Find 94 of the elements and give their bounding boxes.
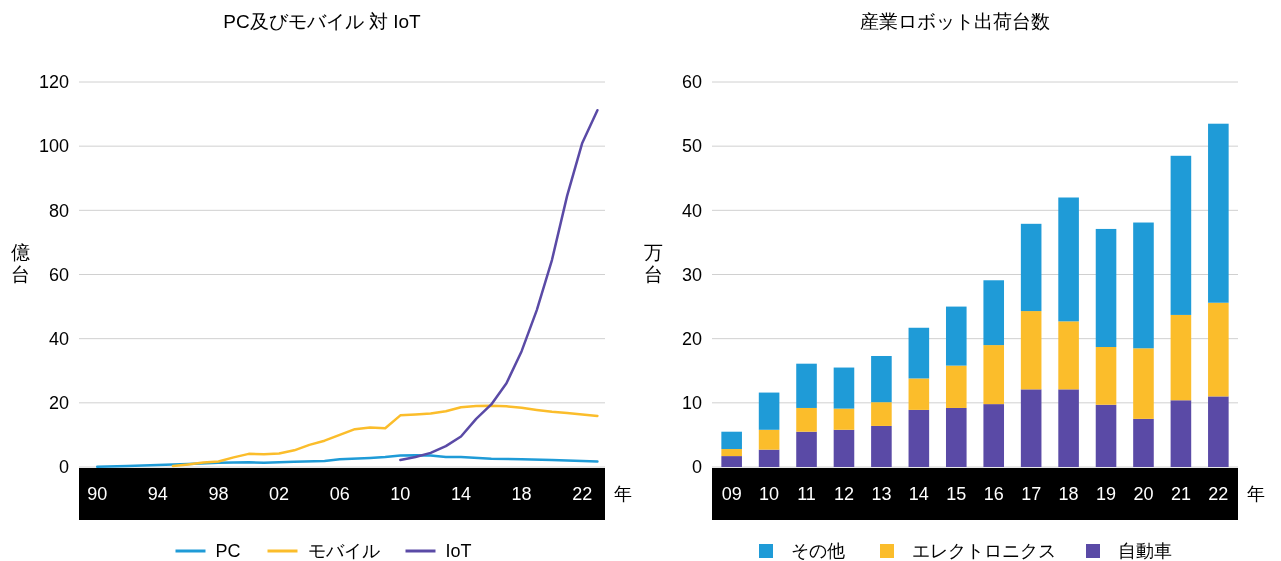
- line-series: [399, 108, 599, 462]
- bar: [758, 449, 780, 467]
- legend-label: その他: [791, 541, 845, 561]
- x-tick-label: 06: [329, 484, 350, 505]
- x-tick-label: 10: [759, 484, 780, 505]
- bar: [983, 345, 1005, 405]
- x-tick-label: 12: [833, 484, 854, 505]
- y-tick-label: 60: [48, 264, 69, 285]
- chart-title: PC及びモバイル 対 IoT: [223, 11, 422, 32]
- y-tick-label: 80: [48, 200, 69, 221]
- bar: [833, 367, 855, 409]
- bar: [945, 407, 967, 467]
- x-tick-label: 22: [572, 484, 593, 505]
- bar: [1133, 418, 1154, 467]
- bar: [908, 378, 930, 410]
- y-tick-label: 0: [691, 457, 702, 478]
- y-tick-label: 30: [681, 264, 702, 285]
- y-tick-label: 60: [681, 72, 702, 93]
- bar: [721, 449, 742, 457]
- bar: [758, 392, 780, 430]
- bar: [721, 456, 742, 467]
- y-tick-label: 10: [681, 393, 702, 414]
- y-tick-label: 40: [48, 328, 69, 349]
- bar: [871, 402, 892, 426]
- x-tick-label: 22: [1208, 484, 1229, 505]
- legend-label: モバイル: [307, 541, 380, 561]
- line-series: [95, 453, 599, 468]
- line-series: [171, 404, 599, 468]
- bar: [908, 327, 930, 379]
- y-axis-title: 億台: [10, 242, 30, 285]
- x-tick-label: 18: [511, 484, 532, 505]
- x-tick-label: 11: [797, 484, 816, 505]
- legend-label: PC: [215, 541, 241, 561]
- bar: [1020, 223, 1042, 312]
- x-tick-label: 16: [983, 484, 1004, 505]
- y-tick-label: 20: [681, 328, 702, 349]
- bar: [1133, 348, 1154, 419]
- x-tick-label: 17: [1021, 484, 1042, 505]
- x-tick-label: 09: [721, 484, 742, 505]
- x-axis-title: 年: [1247, 484, 1265, 505]
- bar: [1095, 404, 1117, 467]
- y-axis-title: 万台: [643, 242, 663, 285]
- bar: [1020, 389, 1042, 467]
- bar: [796, 407, 817, 432]
- y-tick-label: 50: [681, 136, 702, 157]
- bar: [983, 280, 1005, 346]
- legend-label: 自動車: [1118, 541, 1172, 561]
- bar: [796, 431, 817, 467]
- bar: [1170, 400, 1192, 467]
- chart-title: 産業ロボット出荷台数: [860, 11, 1050, 32]
- bar: [1133, 222, 1154, 349]
- x-tick-label: 10: [390, 484, 411, 505]
- legend-label: エレクトロニクス: [912, 541, 1056, 561]
- bar: [1095, 347, 1117, 405]
- bar: [1095, 228, 1117, 348]
- bar: [1020, 311, 1042, 390]
- bar: [833, 408, 855, 430]
- x-tick-label: 98: [208, 484, 229, 505]
- x-tick-label: 14: [908, 484, 929, 505]
- y-tick-label: 20: [48, 393, 69, 414]
- y-tick-label: 0: [58, 457, 69, 478]
- x-tick-label: 21: [1170, 484, 1191, 505]
- bar: [833, 429, 855, 467]
- legend-label: IoT: [445, 541, 472, 561]
- bar: [1058, 389, 1079, 467]
- bar: [1208, 302, 1229, 397]
- x-tick-label: 90: [87, 484, 108, 505]
- y-tick-label: 120: [38, 72, 69, 93]
- bar: [1208, 396, 1229, 467]
- bar: [945, 306, 967, 366]
- bar: [721, 431, 742, 450]
- x-tick-label: 13: [871, 484, 892, 505]
- x-tick-label: 02: [269, 484, 290, 505]
- bar: [908, 409, 930, 467]
- bar: [983, 404, 1005, 467]
- x-tick-label: 94: [147, 484, 168, 505]
- bar: [1170, 314, 1192, 401]
- bar: [871, 425, 892, 467]
- x-tick-label: 19: [1096, 484, 1117, 505]
- bar: [1208, 123, 1229, 303]
- bar: [758, 429, 780, 450]
- y-tick-label: 100: [38, 136, 69, 157]
- x-tick-label: 20: [1133, 484, 1154, 505]
- bar: [1170, 155, 1192, 315]
- x-tick-label: 18: [1058, 484, 1079, 505]
- bar: [796, 363, 817, 408]
- x-tick-label: 15: [946, 484, 967, 505]
- bar: [871, 355, 892, 403]
- y-tick-label: 40: [681, 200, 702, 221]
- bar: [945, 365, 967, 408]
- bar: [1058, 321, 1079, 390]
- x-tick-label: 14: [450, 484, 472, 505]
- x-axis-title: 年: [614, 484, 632, 505]
- bar: [1058, 197, 1079, 322]
